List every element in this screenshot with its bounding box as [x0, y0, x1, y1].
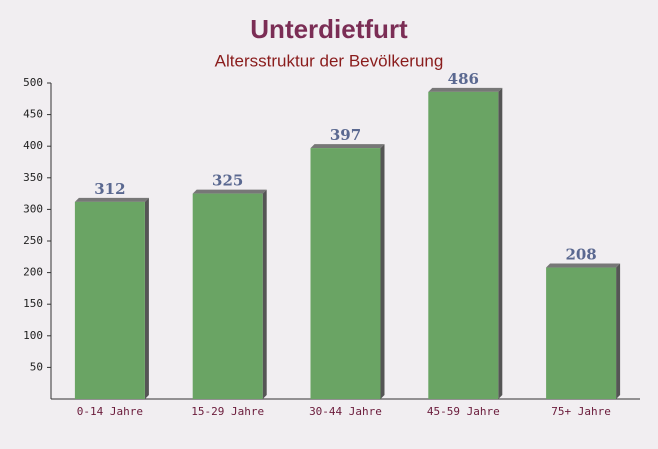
- y-tick-label: 350: [23, 171, 43, 184]
- bar-shadow: [428, 87, 503, 92]
- y-tick-label: 200: [23, 266, 43, 279]
- bar: [546, 267, 617, 399]
- value-label: 325: [212, 172, 243, 190]
- bar: [74, 201, 145, 399]
- bar-shadow: [74, 197, 149, 202]
- value-label: 486: [448, 70, 479, 88]
- bar-shadow: [546, 263, 621, 268]
- x-tick-label: 30-44 Jahre: [309, 405, 382, 418]
- bar: [310, 148, 381, 399]
- x-tick-label: 15-29 Jahre: [191, 405, 264, 418]
- bar: [428, 91, 499, 400]
- bar-shadow: [192, 189, 267, 194]
- chart-subtitle: Altersstruktur der Bevölkerung: [215, 51, 444, 70]
- y-tick-label: 100: [23, 329, 43, 342]
- y-tick-label: 500: [23, 76, 43, 89]
- bar-shadow: [144, 197, 149, 399]
- chart-title: Unterdietfurt: [250, 14, 408, 44]
- bar-shadow: [262, 189, 267, 399]
- y-tick-label: 400: [23, 139, 43, 152]
- bar: [192, 193, 263, 399]
- y-tick-label: 250: [23, 234, 43, 247]
- x-tick-label: 0-14 Jahre: [77, 405, 143, 418]
- bar-shadow: [616, 263, 621, 399]
- x-tick-label: 75+ Jahre: [551, 405, 611, 418]
- bar-shadow: [498, 87, 503, 400]
- value-label: 397: [330, 126, 361, 144]
- value-label: 312: [94, 180, 125, 198]
- y-tick-label: 300: [23, 202, 43, 215]
- x-tick-label: 45-59 Jahre: [427, 405, 500, 418]
- y-tick-label: 50: [30, 360, 43, 373]
- bar-shadow: [380, 144, 385, 399]
- y-tick-label: 150: [23, 297, 43, 310]
- bar-shadow: [310, 144, 385, 149]
- value-label: 208: [565, 246, 596, 264]
- y-tick-label: 450: [23, 108, 43, 121]
